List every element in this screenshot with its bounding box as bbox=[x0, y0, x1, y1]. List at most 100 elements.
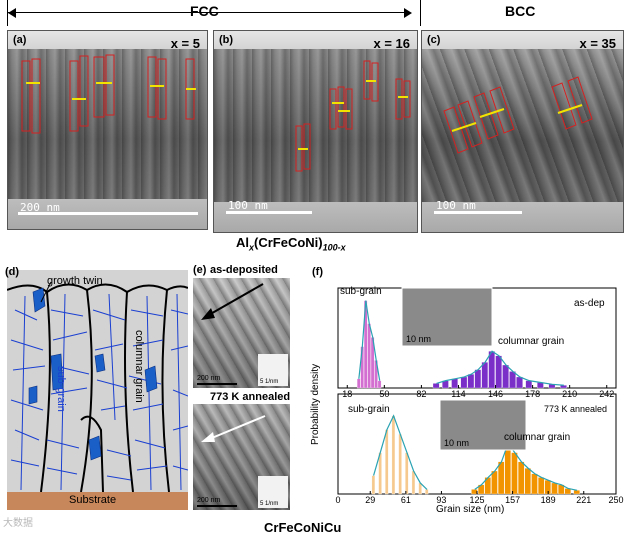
histogram-bar bbox=[356, 378, 361, 389]
bottom-subgrain-label: sub-grain bbox=[348, 404, 390, 415]
phase-boundary bbox=[420, 0, 421, 26]
panel-a-scalebar bbox=[18, 212, 198, 215]
histogram-bar bbox=[497, 461, 505, 495]
columnar-grain-label: columnar grain bbox=[133, 330, 145, 403]
x-tick-label: 189 bbox=[541, 495, 556, 505]
histogram-bar bbox=[481, 362, 489, 389]
panel-a-composition: x = 5 bbox=[170, 36, 200, 51]
histogram-bar bbox=[495, 355, 502, 389]
histogram-bar bbox=[474, 369, 482, 389]
inset-bottom bbox=[439, 399, 527, 451]
xlabel: Grain size (nm) bbox=[436, 504, 505, 515]
panel-e-top-scale-label: 200 nm bbox=[197, 375, 221, 382]
histogram-bar bbox=[488, 351, 495, 389]
schematic-drawing bbox=[6, 270, 189, 510]
panel-f-letter: (f) bbox=[312, 266, 323, 278]
tem-panel-b: (b) x = 16 100 nm bbox=[213, 30, 418, 233]
growth-twin-label: growth twin bbox=[47, 275, 103, 287]
x-tick-label: 125 bbox=[469, 495, 484, 505]
bcc-label: BCC bbox=[505, 3, 536, 19]
panel-e-bottom-diffraction-label: 5 1/nm bbox=[260, 501, 279, 507]
histogram-bar bbox=[516, 376, 523, 389]
top-condition-label: as-dep bbox=[574, 298, 605, 309]
fit-curve bbox=[474, 442, 578, 491]
x-tick-label: 221 bbox=[576, 495, 591, 505]
panel-b-scalebar bbox=[226, 211, 312, 214]
x-tick-label: 242 bbox=[599, 389, 614, 399]
panel-e-top-diffraction-label: 5 1/nm bbox=[260, 379, 279, 385]
bottom-columnar-label: columnar grain bbox=[504, 432, 571, 443]
alloy-sub2: 100-x bbox=[322, 242, 346, 253]
histogram-bar bbox=[371, 475, 376, 495]
histogram-bar bbox=[491, 470, 498, 495]
fcc-arrow-heads bbox=[8, 8, 412, 18]
watermark: 大数据 bbox=[3, 518, 33, 529]
panel-e-letter: (e) bbox=[193, 264, 207, 276]
x-tick-label: 178 bbox=[525, 389, 540, 399]
alloy-prefix: Al bbox=[236, 235, 249, 250]
histogram-bar bbox=[531, 473, 538, 495]
histogram-bar bbox=[538, 477, 545, 495]
phase-left-boundary bbox=[7, 0, 8, 26]
x-tick-label: 157 bbox=[505, 495, 520, 505]
panel-e-bottom-image: 5 1/nm 200 nm bbox=[193, 404, 290, 510]
x-tick-label: 114 bbox=[451, 389, 465, 399]
schematic-letter: (d) bbox=[5, 266, 20, 278]
inset-top-scale: 10 nm bbox=[406, 334, 431, 344]
histogram-bar bbox=[398, 434, 402, 495]
fcc-label: FCC bbox=[190, 3, 219, 19]
top-columnar-label: columnar grain bbox=[498, 336, 565, 347]
histogram-bar bbox=[517, 461, 525, 495]
histogram-bar bbox=[432, 383, 440, 389]
histogram-bar bbox=[525, 380, 533, 389]
panel-e-bottom-scale-label: 200 nm bbox=[197, 497, 221, 504]
growth-twin-arrow bbox=[40, 281, 52, 303]
panel-e-bottom-diffraction: 5 1/nm bbox=[258, 476, 288, 508]
histogram-bar bbox=[367, 323, 371, 389]
top-subgrain-label: sub-grain bbox=[340, 286, 382, 297]
material-label: CrFeCoNiCu bbox=[264, 520, 342, 535]
twin-markers-b bbox=[295, 60, 411, 172]
histogram-bar bbox=[460, 376, 468, 389]
histogram-bar bbox=[511, 452, 518, 495]
panel-e-bottom-scalebar bbox=[197, 505, 237, 507]
grain-size-chart-svg: 18 50 82 114 146 178 210 242 0 29 61 93 125 157 189 22… bbox=[335, 287, 624, 505]
ylabel: Probability density bbox=[310, 363, 321, 445]
panel-e-bottom-title: 773 K annealed bbox=[210, 391, 291, 403]
panel-c-composition: x = 35 bbox=[579, 36, 616, 51]
panel-a-letter: (a) bbox=[13, 34, 27, 46]
panel-e-top-scalebar bbox=[197, 383, 237, 385]
substrate-label: Substrate bbox=[69, 494, 117, 506]
panel-e-top-diffraction: 5 1/nm bbox=[258, 354, 288, 386]
twin-markers-c bbox=[443, 76, 593, 154]
twin-markers-a bbox=[21, 54, 196, 134]
histogram-bar bbox=[502, 364, 509, 389]
inset-bottom-scale: 10 nm bbox=[444, 438, 469, 448]
tem-panel-a: (a) x = 5 200 nm bbox=[7, 30, 208, 230]
bottom-condition-label: 773 K annealed bbox=[544, 404, 608, 414]
histogram-bar bbox=[451, 378, 458, 389]
histogram-bar bbox=[425, 489, 429, 495]
inset-top bbox=[401, 287, 493, 347]
panel-b-composition: x = 16 bbox=[373, 36, 410, 51]
x-tick-label: 18 bbox=[342, 389, 352, 399]
alloy-sub1: x bbox=[249, 242, 255, 253]
panel-e-top-arrow bbox=[201, 283, 264, 320]
x-tick-label: 0 bbox=[335, 495, 340, 505]
histogram-bar bbox=[467, 374, 475, 389]
x-tick-label: 93 bbox=[436, 495, 446, 505]
x-tick-label: 146 bbox=[488, 389, 503, 399]
alloy-middle: (CrFeCoNi) bbox=[254, 235, 323, 250]
panel-e-top-image: 5 1/nm 200 nm bbox=[193, 278, 290, 388]
panel-b-letter: (b) bbox=[219, 34, 234, 46]
histogram-bar bbox=[385, 429, 389, 495]
x-tick-label: 61 bbox=[401, 495, 411, 505]
x-tick-label: 82 bbox=[416, 389, 426, 399]
histogram-bar bbox=[405, 452, 409, 495]
histogram-bar bbox=[509, 371, 516, 389]
panel-c-letter: (c) bbox=[427, 34, 441, 46]
panel-c-scale-label: 100 nm bbox=[436, 199, 476, 212]
panel-b-scale-label: 100 nm bbox=[228, 199, 268, 212]
histogram-bar bbox=[573, 490, 580, 495]
fcc-arrow-line bbox=[8, 12, 410, 13]
